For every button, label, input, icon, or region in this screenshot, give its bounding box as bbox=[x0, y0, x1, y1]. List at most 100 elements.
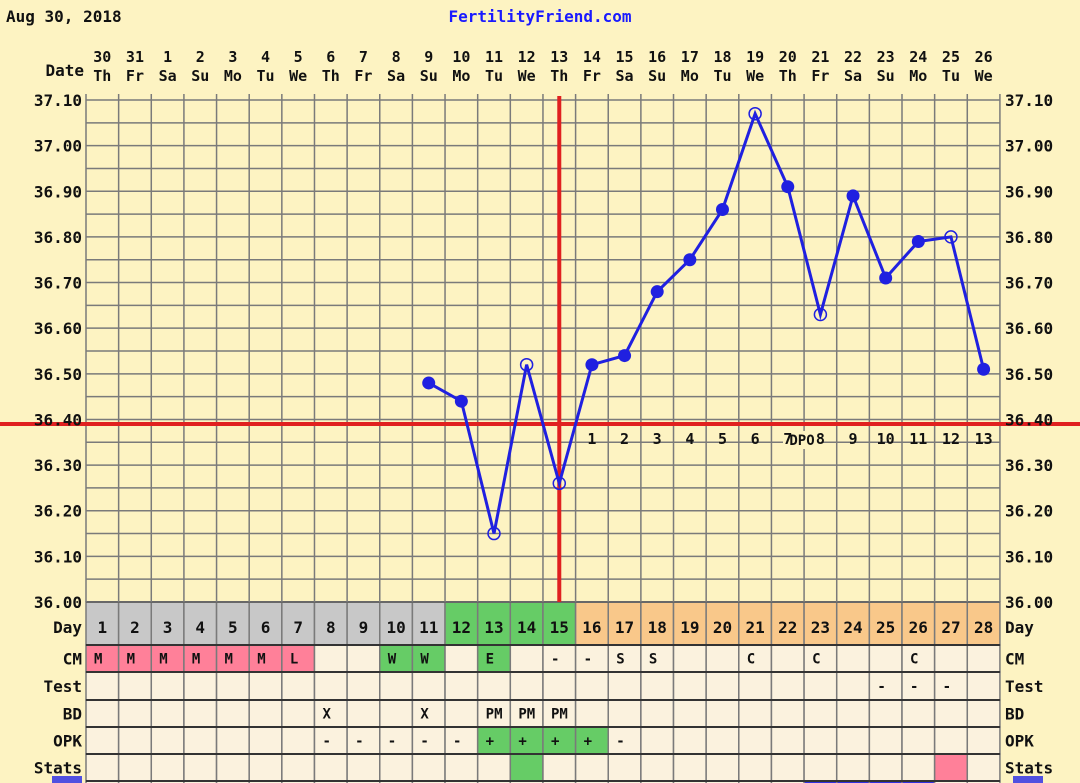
weekday-label: Su bbox=[420, 67, 438, 85]
day-value: 13 bbox=[484, 618, 503, 637]
test-cell bbox=[379, 671, 414, 701]
test-cell bbox=[476, 671, 512, 701]
test-cell bbox=[672, 671, 707, 701]
date-label: 15 bbox=[616, 48, 634, 66]
dpo-label: 7 bbox=[783, 430, 792, 448]
cm-value: S bbox=[616, 652, 624, 668]
day-value: 15 bbox=[550, 618, 569, 637]
temperature-point-open bbox=[552, 476, 567, 491]
dpo-label: 1 bbox=[587, 430, 596, 448]
stats-cell bbox=[346, 753, 381, 782]
bd-value: X bbox=[420, 707, 429, 723]
day-row-label-left: Day bbox=[53, 618, 82, 637]
date-label: 13 bbox=[550, 48, 568, 66]
weekday-label: We bbox=[746, 67, 764, 85]
date-label: 10 bbox=[452, 48, 470, 66]
opk-cell bbox=[183, 726, 218, 755]
temperature-point bbox=[618, 349, 632, 363]
day-value: 21 bbox=[745, 618, 764, 637]
cm-value: M bbox=[94, 652, 102, 668]
weekday-label: Tu bbox=[485, 67, 503, 85]
cm-value: S bbox=[649, 652, 657, 668]
bd-cell bbox=[966, 699, 1001, 728]
weekday-label: Sa bbox=[387, 67, 405, 85]
stats-cell bbox=[574, 753, 609, 782]
bd-cell bbox=[933, 699, 969, 728]
dpo-label: 8 bbox=[816, 430, 825, 448]
cm-value: M bbox=[225, 652, 233, 668]
day-value: 18 bbox=[648, 618, 667, 637]
test-cell bbox=[705, 671, 740, 701]
bd-cell bbox=[85, 699, 120, 728]
temperature-point bbox=[879, 271, 893, 285]
date-label: 20 bbox=[779, 48, 797, 66]
cm-cell bbox=[835, 644, 871, 673]
day-value: 11 bbox=[419, 618, 438, 637]
date-label: 24 bbox=[909, 48, 927, 66]
stats-cell bbox=[150, 753, 185, 782]
weekday-label: Sa bbox=[159, 67, 177, 85]
opk-row-label-left: OPK bbox=[53, 732, 82, 751]
bd-row-label-left: BD bbox=[63, 705, 82, 724]
date-label: 8 bbox=[392, 48, 401, 66]
stats-cell bbox=[117, 753, 153, 782]
cm-value: C bbox=[812, 652, 820, 668]
date-label: 12 bbox=[518, 48, 536, 66]
y-tick-right: 36.30 bbox=[1005, 456, 1053, 475]
day-cell bbox=[444, 601, 479, 646]
day-value: 5 bbox=[228, 618, 238, 637]
stats-cell bbox=[738, 753, 773, 782]
weekday-label: Fr bbox=[126, 67, 144, 85]
date-label: 1 bbox=[163, 48, 172, 66]
cm-cell bbox=[705, 644, 740, 673]
bd-cell bbox=[183, 699, 218, 728]
opk-cell bbox=[150, 726, 185, 755]
cm-value: C bbox=[910, 652, 918, 668]
day-value: 8 bbox=[326, 618, 336, 637]
temperature-point-open bbox=[813, 307, 828, 322]
date-label: 23 bbox=[877, 48, 895, 66]
stats-cell bbox=[770, 753, 805, 782]
bd-cell bbox=[770, 699, 805, 728]
opk-cell bbox=[901, 726, 936, 755]
weekday-label: Tu bbox=[256, 67, 274, 85]
stats-cell bbox=[672, 753, 707, 782]
site-link[interactable]: FertilityFriend.com bbox=[448, 7, 631, 26]
bd-value: PM bbox=[518, 707, 535, 723]
opk-row-label-right: OPK bbox=[1005, 732, 1034, 751]
dpo-caption: DPO bbox=[789, 433, 814, 449]
y-tick-left: 36.10 bbox=[34, 547, 82, 566]
opk-cell bbox=[476, 726, 512, 755]
weekday-label: Su bbox=[877, 67, 895, 85]
day-value: 19 bbox=[680, 618, 699, 637]
date-label: 31 bbox=[126, 48, 144, 66]
temperature-point bbox=[585, 358, 599, 372]
y-tick-left: 37.10 bbox=[34, 91, 82, 110]
test-value: - bbox=[877, 679, 885, 695]
opk-cell bbox=[640, 726, 675, 755]
opk-cell bbox=[770, 726, 805, 755]
stats-cell bbox=[379, 753, 414, 782]
y-tick-left: 36.50 bbox=[34, 365, 82, 384]
opk-value: + bbox=[518, 734, 526, 750]
cm-cell bbox=[933, 644, 969, 673]
day-value: 27 bbox=[941, 618, 960, 637]
day-value: 20 bbox=[713, 618, 732, 637]
opk-value: + bbox=[584, 734, 592, 750]
y-tick-right: 36.40 bbox=[1005, 410, 1053, 429]
opk-value: + bbox=[486, 734, 494, 750]
temperature-point-open bbox=[487, 526, 501, 541]
temperature-line bbox=[427, 109, 986, 534]
bd-cell bbox=[738, 699, 773, 728]
test-cell bbox=[215, 671, 250, 701]
bd-value: PM bbox=[551, 707, 568, 723]
test-cell bbox=[803, 671, 838, 701]
y-tick-right: 36.90 bbox=[1005, 182, 1053, 201]
date-label: 17 bbox=[681, 48, 699, 66]
opk-cell bbox=[738, 726, 773, 755]
day-value: 1 bbox=[97, 618, 107, 637]
date-label: 21 bbox=[811, 48, 829, 66]
y-tick-left: 36.30 bbox=[34, 456, 82, 475]
stats-cell bbox=[640, 753, 675, 782]
opk-cell bbox=[248, 726, 283, 755]
